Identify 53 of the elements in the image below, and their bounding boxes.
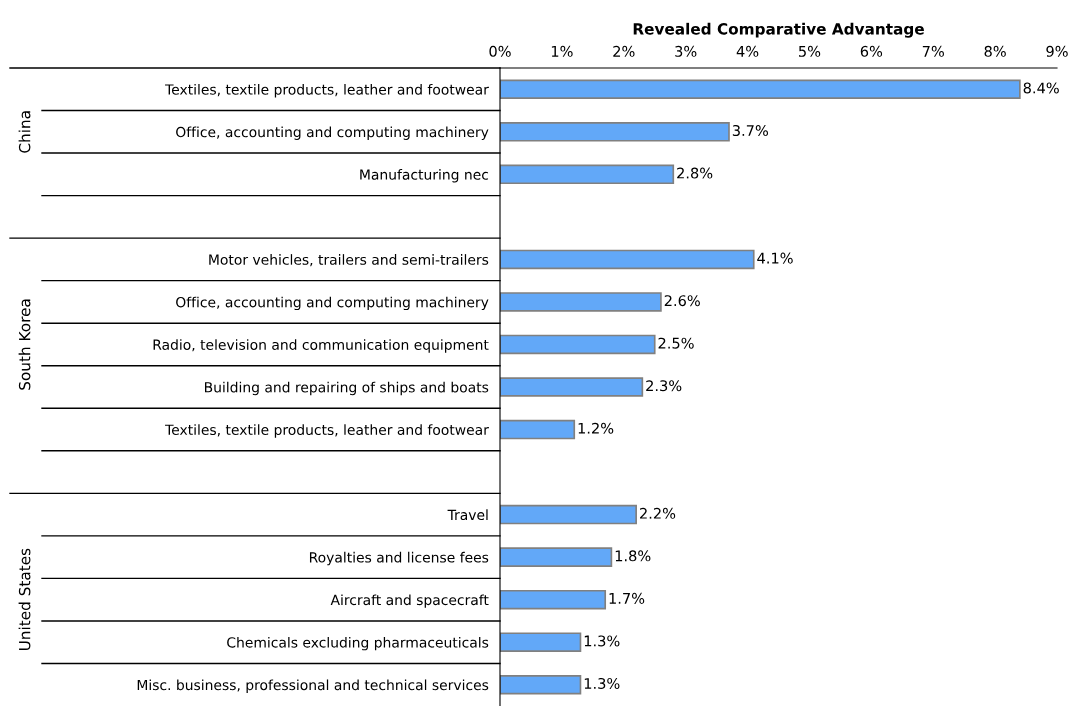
bar [500,79,1021,100]
x-tick-label: 2% [613,45,635,57]
bar [500,419,576,440]
y-tick-label: Royalties and license fees [309,551,489,566]
x-tick-label: 3% [675,45,697,57]
x-tick-label: 6% [860,45,883,57]
data-label: 2.8% [677,167,713,179]
data-label: 1.8% [615,550,651,562]
bar [500,674,582,695]
bar [500,547,613,567]
y-tick-label: Aircraft and spacecraft [330,594,489,608]
x-tick-label: 1% [551,45,573,57]
x-tick-label: 8% [984,45,1006,57]
data-label: 2.6% [664,295,700,307]
y-tick-label: Chemicals excluding pharmaceuticals [227,636,489,651]
y-tick-label: Motor vehicles, trailers and semi-trailers [209,254,489,267]
text: United States [18,548,31,651]
data-label: 3.7% [732,125,769,137]
text: South Korea [18,299,31,390]
y-tick-label: Textiles, textile products, leather and footwear [165,83,489,98]
y-tick-label: Office, accounting and computing machinery [176,126,489,140]
text: China [18,111,31,153]
bar [500,164,675,185]
data-label: 2.2% [640,507,676,519]
data-label: 1.3% [584,677,620,689]
data-label: 8.4% [1023,82,1059,94]
x-axis-title: Revealed Comparative Advantage [633,22,924,38]
x-tick-label: 0% [489,45,511,57]
bar [500,504,637,525]
y-tick-label: Building and repairing of ships and boats [205,381,489,396]
bar [500,122,730,142]
y-tick-label: Misc. business, professional and technical services [137,679,489,693]
data-label: 1.2% [578,422,614,434]
y-tick-label: Travel [447,509,488,521]
data-label: 1.3% [584,635,620,647]
x-tick-label: 5% [799,45,821,57]
bar [500,249,755,270]
bar [500,334,656,355]
data-label: 1.7% [609,592,645,604]
y-tick-label: Textiles, textile products, leather and footwear [165,424,489,438]
x-tick-label: 4% [736,45,759,57]
bar [500,589,607,610]
bar [500,292,662,312]
y-tick-label: Radio, television and communication equipment [153,339,489,353]
data-label: 4.1% [757,252,793,264]
bar [500,632,582,652]
x-tick-label: 7% [922,45,944,57]
x-tick-label: 9% [1046,45,1068,57]
y-tick-label: Office, accounting and computing machinery [176,296,489,311]
y-tick-label: Manufacturing nec [360,169,489,183]
bar [500,377,644,397]
data-label: 2.5% [658,337,694,349]
data-label: 2.3% [646,380,682,392]
